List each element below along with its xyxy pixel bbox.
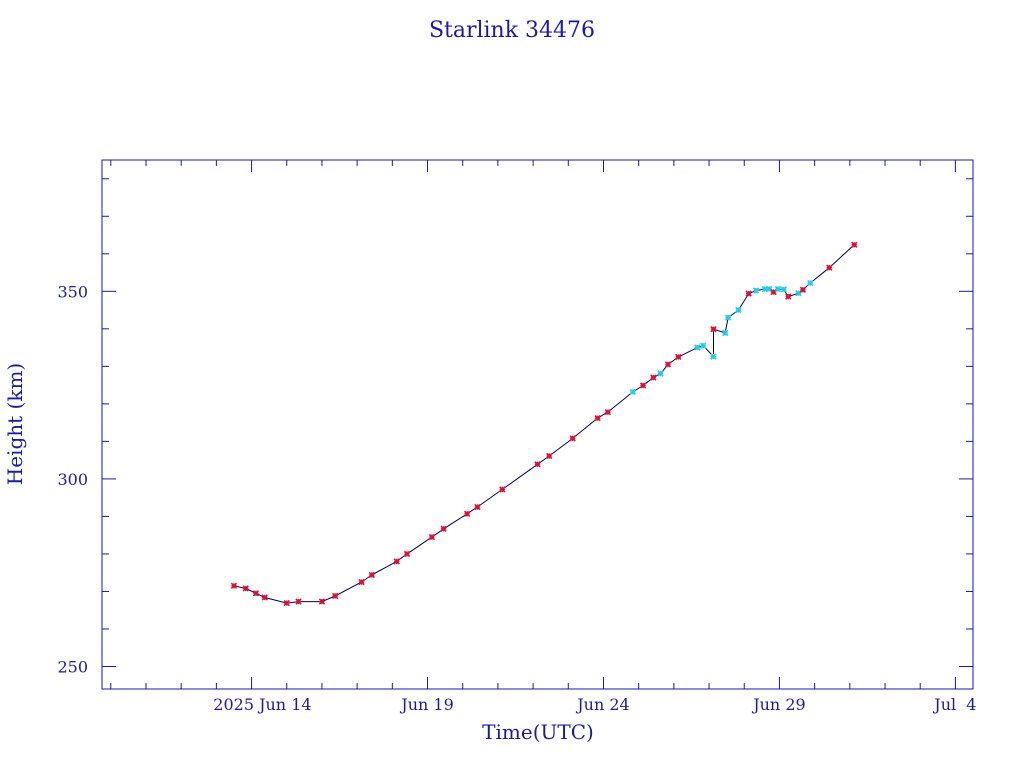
- data-point-primary: [675, 353, 682, 361]
- x-tick-label: Jul 4: [932, 695, 976, 714]
- data-point-primary: [826, 264, 833, 271]
- data-point-primary: [474, 503, 481, 511]
- data-point-primary: [650, 374, 657, 381]
- data-point-primary: [463, 510, 471, 517]
- data-point-secondary: [807, 279, 814, 287]
- height-series-line: [233, 244, 855, 604]
- data-point-secondary: [774, 285, 782, 293]
- data-point-secondary: [722, 329, 729, 337]
- data-point-primary: [283, 599, 290, 607]
- data-point-primary: [639, 382, 647, 389]
- data-point-primary: [546, 452, 553, 460]
- data-point-primary: [440, 525, 447, 532]
- data-point-primary: [242, 585, 249, 592]
- x-tick-label: 2025 Jun 14: [213, 695, 311, 714]
- data-point-primary: [710, 326, 717, 333]
- data-point-primary: [604, 408, 612, 416]
- data-point-primary: [664, 361, 672, 368]
- data-point-secondary: [724, 314, 732, 321]
- data-point-primary: [534, 461, 541, 468]
- data-point-primary: [799, 286, 807, 293]
- plot-frame: [101, 159, 974, 690]
- x-axis-label: Time(UTC): [482, 720, 594, 744]
- y-axis-label: Height (km): [3, 363, 27, 485]
- data-point-secondary: [700, 342, 707, 349]
- data-point-primary: [318, 598, 326, 605]
- data-point-primary: [403, 550, 411, 558]
- axis-ticks: [102, 160, 973, 689]
- data-point-primary: [770, 288, 777, 296]
- data-point-primary: [745, 290, 752, 297]
- x-tick-label: Jun 24: [575, 695, 629, 714]
- data-point-secondary: [694, 344, 701, 351]
- x-tick-label: Jun 19: [399, 695, 453, 714]
- data-point-secondary: [629, 388, 636, 396]
- data-point-primary: [261, 594, 268, 601]
- data-point-secondary: [735, 306, 742, 314]
- data-point-secondary: [657, 370, 664, 377]
- data-point-primary: [569, 435, 576, 442]
- data-point-secondary: [780, 286, 788, 293]
- data-markers: [230, 241, 858, 607]
- data-point-primary: [428, 533, 436, 541]
- data-point-primary: [252, 590, 260, 597]
- y-tick-labels: 250 300 350: [57, 282, 88, 676]
- data-point-primary: [295, 598, 302, 605]
- chart-title: Starlink 34476: [429, 18, 595, 43]
- data-point-primary: [499, 486, 506, 493]
- data-point-secondary: [710, 353, 717, 360]
- x-tick-labels: 2025 Jun 14 Jun 19 Jun 24 Jun 29 Jul 4: [213, 695, 976, 714]
- data-point-primary: [785, 293, 792, 300]
- x-tick-label: Jun 29: [751, 695, 805, 714]
- data-point-primary: [851, 241, 858, 248]
- data-point-primary: [358, 578, 365, 586]
- data-point-primary: [594, 414, 601, 422]
- data-point-primary: [368, 571, 375, 579]
- data-point-secondary: [752, 287, 760, 294]
- y-tick-label: 250: [57, 657, 88, 676]
- data-point-primary: [331, 592, 339, 600]
- data-point-primary: [393, 558, 400, 565]
- y-tick-label: 350: [57, 282, 88, 301]
- y-tick-label: 300: [57, 470, 88, 489]
- data-point-primary: [230, 582, 238, 589]
- data-point-secondary: [766, 285, 773, 293]
